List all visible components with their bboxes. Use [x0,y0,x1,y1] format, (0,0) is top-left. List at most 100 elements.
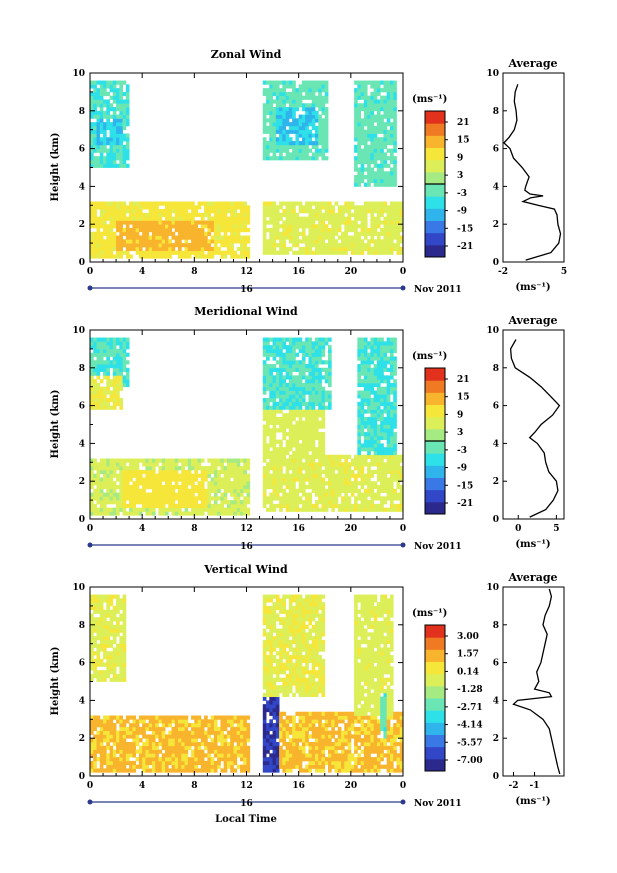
heatmap-cell [275,450,280,456]
heatmap-cell [308,235,313,240]
heatmap-cell [112,651,117,656]
heatmap-cell [275,382,280,388]
heatmap-cell [266,454,270,459]
heatmap-cell [191,209,195,214]
heatmap-cell [187,201,192,206]
heatmap-cell [158,201,163,206]
heatmap-cell [96,609,101,614]
heatmap-cell [393,99,397,104]
heatmap-cell [103,341,107,346]
x-tick-label: 0 [87,267,93,277]
heatmap-cell [223,254,228,259]
heatmap-cell [305,492,309,497]
heatmap-cell [347,201,352,206]
heatmap-cell [119,386,123,391]
heatmap-cell [200,250,205,255]
heatmap-cell [389,364,394,369]
heatmap-cell [233,212,238,218]
heatmap-cell [357,481,362,486]
heatmap-cell [305,386,309,391]
heatmap-cell [350,212,355,218]
heatmap-cell [109,201,114,206]
y-tick-label: 10 [72,326,85,336]
heatmap-cell [178,473,182,478]
heatmap-cell [301,356,306,361]
heatmap-cell [148,462,153,467]
heatmap-cell [389,239,394,244]
heatmap-cell [370,144,375,149]
heatmap-cell [246,511,251,516]
heatmap-cell [138,212,143,218]
heatmap-cell [288,420,293,425]
profile-y-tick-label: 6 [493,402,499,412]
heatmap-cell [90,760,94,766]
colorbar-segment [425,196,445,209]
heatmap-cell [158,227,163,233]
heatmap-cell [347,500,352,505]
heatmap-cell [373,462,378,467]
heatmap-cell [328,360,332,365]
heatmap-cell [376,454,381,459]
heatmap-cell [90,356,94,361]
heatmap-cell [360,500,365,505]
heatmap-cell [122,163,127,168]
heatmap-cell [376,473,381,478]
heatmap-cell [142,227,146,233]
heatmap-cell [116,99,120,104]
heatmap-cell [305,205,309,210]
heatmap-cell [393,439,397,444]
heatmap-cell [266,443,270,448]
heatmap-cell [239,488,244,493]
heatmap-cell [96,511,101,516]
heatmap-cell [272,345,277,350]
heatmap-cell [331,231,335,236]
heatmap-cell [204,235,208,240]
heatmap-cell [275,95,280,100]
heatmap-cell [119,227,123,233]
heatmap-cell [135,477,140,482]
heatmap-cell [383,163,388,168]
heatmap-cell [370,95,375,100]
heatmap-cell [106,386,110,391]
heatmap-cell [272,348,277,354]
heatmap-cell [298,450,303,456]
heatmap-cell [324,341,329,346]
heatmap-cell [367,110,371,115]
heatmap-cell [301,103,306,108]
heatmap-cell [99,477,104,482]
heatmap-cell [321,394,326,399]
heatmap-cell [132,209,137,214]
heatmap-cell [373,220,378,225]
heatmap-cell [360,337,365,342]
heatmap-cell [298,390,303,395]
heatmap-cell [90,726,94,732]
heatmap-cell [360,137,365,142]
heatmap-cell [96,337,101,342]
heatmap-cell [243,488,247,493]
heatmap-cell [354,250,358,255]
heatmap-cell [266,473,270,478]
heatmap-cell [93,239,97,244]
heatmap-cell [376,337,381,342]
heatmap-cell [393,107,397,112]
heatmap-cell [341,216,345,221]
profile-unit: (ms⁻¹) [515,539,550,550]
heatmap-cell [292,144,296,149]
heatmap-cell [109,209,114,214]
heatmap-cell [93,715,97,720]
heatmap-cell [370,352,375,357]
heatmap-cell [298,386,303,391]
heatmap-cell [106,375,110,380]
heatmap-cell [184,462,189,467]
heatmap-cell [184,246,189,252]
heatmap-cell [360,348,365,354]
heatmap-cell [367,462,371,467]
heatmap-cell [298,481,303,486]
heatmap-cell [311,227,316,233]
heatmap-cell [90,719,94,724]
heatmap-cell [112,734,117,739]
heatmap-cell [187,212,192,218]
heatmap-cell [103,726,107,732]
heatmap-cell [204,201,208,206]
heatmap-cell [308,424,313,429]
